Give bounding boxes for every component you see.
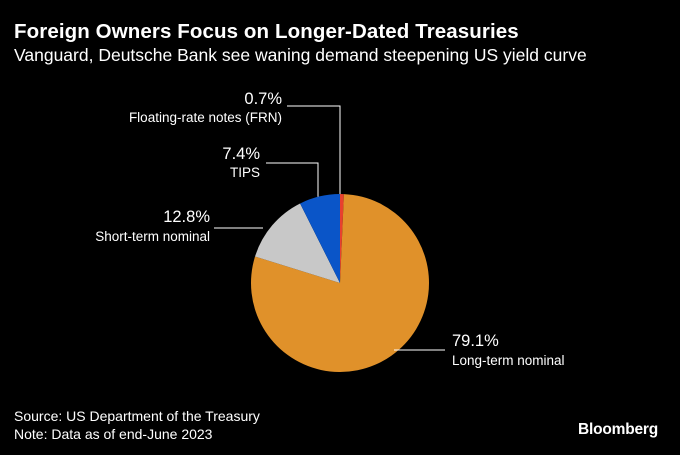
chart-subtitle: Vanguard, Deutsche Bank see waning deman… xyxy=(14,45,587,65)
data-label-short-term-nominal: 12.8% xyxy=(163,208,210,226)
category-label-floating-rate-notes-frn: Floating-rate notes (FRN) xyxy=(129,110,282,125)
chart-title: Foreign Owners Focus on Longer-Dated Tre… xyxy=(14,20,519,43)
slice-long-term-nominal xyxy=(251,194,430,373)
slice-floating-rate-notes-frn xyxy=(340,194,344,283)
category-label-tips: TIPS xyxy=(230,165,260,180)
chart-footer: Source: US Department of the Treasury No… xyxy=(14,407,260,443)
leader-line-tips xyxy=(266,162,319,197)
category-label-long-term-nominal: Long-term nominal xyxy=(452,353,565,368)
slice-tips xyxy=(300,194,340,283)
slice-short-term-nominal xyxy=(255,203,340,283)
data-note: Note: Data as of end-June 2023 xyxy=(14,426,213,442)
category-label-short-term-nominal: Short-term nominal xyxy=(95,229,210,244)
data-label-floating-rate-notes-frn: 0.7% xyxy=(244,90,282,108)
leader-line-floating-rate-notes-frn xyxy=(287,105,341,194)
source-note: Source: US Department of the Treasury xyxy=(14,408,260,424)
bloomberg-logo: Bloomberg xyxy=(577,421,658,438)
data-label-tips: 7.4% xyxy=(222,145,260,163)
data-label-long-term-nominal: 79.1% xyxy=(452,332,499,350)
